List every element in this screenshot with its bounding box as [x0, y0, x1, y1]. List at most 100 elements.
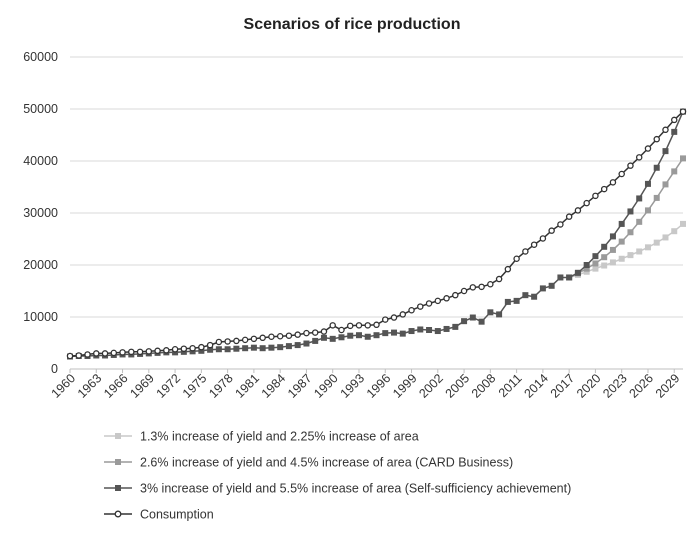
series-2-point-2011	[513, 297, 520, 304]
series-1-point-2022	[609, 246, 616, 253]
legend-label-2: 3% increase of yield and 5.5% increase o…	[140, 482, 571, 496]
series-3-point-2026	[644, 145, 652, 152]
series-1-point-2030	[680, 155, 686, 162]
series-2-point-2006	[469, 314, 476, 321]
series-0-point-2020	[592, 265, 599, 272]
series-3-point-2009	[495, 275, 503, 283]
series-3-point-1985	[285, 332, 293, 339]
series-3-point-1966	[119, 349, 126, 356]
legend-item-1: 2.6% increase of yield and 4.5% increase…	[104, 456, 513, 470]
series-2-point-2023	[618, 220, 625, 227]
series-3-point-2008	[487, 280, 494, 288]
series-3-point-2028	[662, 126, 669, 134]
series-2-point-1988	[312, 337, 319, 344]
series-3-point-1979	[233, 337, 240, 345]
series-2-point-1986	[294, 342, 301, 349]
series-1-point-2023	[618, 238, 625, 245]
series-3-point-1997	[390, 314, 398, 321]
legend-item-0: 1.3% increase of yield and 2.25% increas…	[104, 430, 419, 444]
series-2-point-2013	[531, 293, 538, 300]
series-3-point-1987	[303, 329, 310, 337]
series-0-point-2022	[609, 259, 616, 266]
series-0-point-2028	[662, 234, 669, 241]
series-3-point-1995	[373, 321, 380, 329]
series-3-point-1983	[268, 333, 275, 341]
series-2-point-1992	[347, 332, 354, 339]
series-1-point-2024	[627, 229, 634, 236]
series-3-point-1977	[215, 338, 223, 346]
series-3-point-1961	[75, 352, 83, 359]
legend: 1.3% increase of yield and 2.25% increas…	[104, 430, 571, 522]
series-3-point-1970	[154, 347, 161, 355]
series-2-point-1981	[250, 344, 257, 351]
series-2-point-2024	[627, 208, 634, 215]
series-0-point-2024	[627, 252, 634, 259]
series-3-point-2024	[627, 162, 634, 169]
series-3-point-1976	[206, 341, 214, 349]
series-3-point-1984	[276, 332, 284, 340]
series-0-point-2029	[671, 228, 678, 235]
series-2-point-2029	[671, 128, 678, 135]
series-3-point-1969	[145, 348, 153, 355]
series-3-point-2011	[513, 255, 520, 263]
series-3-point-2006	[469, 284, 477, 291]
series-3-point-2003	[443, 295, 450, 302]
series-3-point-2020	[592, 192, 599, 200]
series-1-point-2025	[636, 218, 643, 225]
series-2-point-1990	[329, 335, 336, 342]
y-tick-label-40000: 40000	[23, 154, 58, 168]
y-tick-label-20000: 20000	[23, 258, 58, 272]
series-3-point-2000	[417, 303, 424, 310]
series-2-point-2019	[583, 262, 590, 268]
series-2-point-1977	[215, 346, 222, 353]
legend-item-3: Consumption	[104, 508, 214, 522]
series-3-point-1964	[101, 350, 109, 357]
series-1-point-2019	[583, 265, 590, 272]
series-2-point-1985	[285, 343, 292, 350]
series-3-point-1990	[329, 322, 336, 329]
series-2-point-2028	[662, 148, 669, 155]
series-2-point-1994	[364, 333, 371, 340]
series-2-point-1975	[198, 347, 205, 354]
series-3-point-2025	[635, 154, 643, 161]
legend-marker-3	[114, 510, 122, 518]
series-3-point-1993	[355, 322, 363, 329]
y-tick-label-30000: 30000	[23, 206, 58, 220]
series-0-point-2025	[636, 248, 643, 255]
legend-marker-0	[115, 433, 121, 439]
series-2-point-1984	[277, 344, 284, 351]
series-3-point-1968	[136, 348, 144, 356]
series-2-point-2010	[504, 298, 511, 305]
series-2-point-1987	[303, 340, 310, 347]
series-2-point-2020	[592, 253, 599, 260]
series-3-point-2017	[565, 213, 573, 220]
series-2-point-1980	[242, 345, 249, 352]
series-2-point-2004	[452, 323, 459, 330]
series-3-point-2004	[452, 291, 459, 299]
series-2-point-1976	[207, 346, 214, 353]
series-2-point-2025	[636, 195, 643, 202]
series-2-point-1989	[320, 334, 327, 341]
series-2-point-2007	[478, 318, 485, 325]
legend-marker-1	[115, 459, 121, 465]
series-2-point-2027	[653, 164, 660, 171]
y-tick-label-10000: 10000	[23, 310, 58, 324]
series-3-point-1992	[346, 322, 354, 330]
series-3-point-1973	[180, 345, 188, 352]
series-3-point-1975	[198, 343, 205, 351]
series-3-point-2012	[522, 248, 529, 255]
series-3-point-1965	[110, 349, 118, 357]
chart-title: Scenarios of rice production	[244, 16, 461, 33]
legend-item-2: 3% increase of yield and 5.5% increase o…	[104, 482, 571, 496]
series-3-point-1971	[163, 347, 170, 354]
series-3-point-2016	[557, 221, 564, 228]
series-2-point-2002	[434, 328, 441, 335]
y-tick-label-50000: 50000	[23, 102, 58, 116]
series-3-point-1962	[84, 351, 91, 358]
series-1-point-2020	[592, 260, 599, 267]
series-2-point-1993	[355, 332, 362, 339]
series-3-point-2023	[618, 170, 625, 178]
series-3-point-2005	[460, 287, 468, 295]
series-1-point-2027	[653, 194, 660, 201]
series-0-point-2030	[680, 220, 686, 227]
